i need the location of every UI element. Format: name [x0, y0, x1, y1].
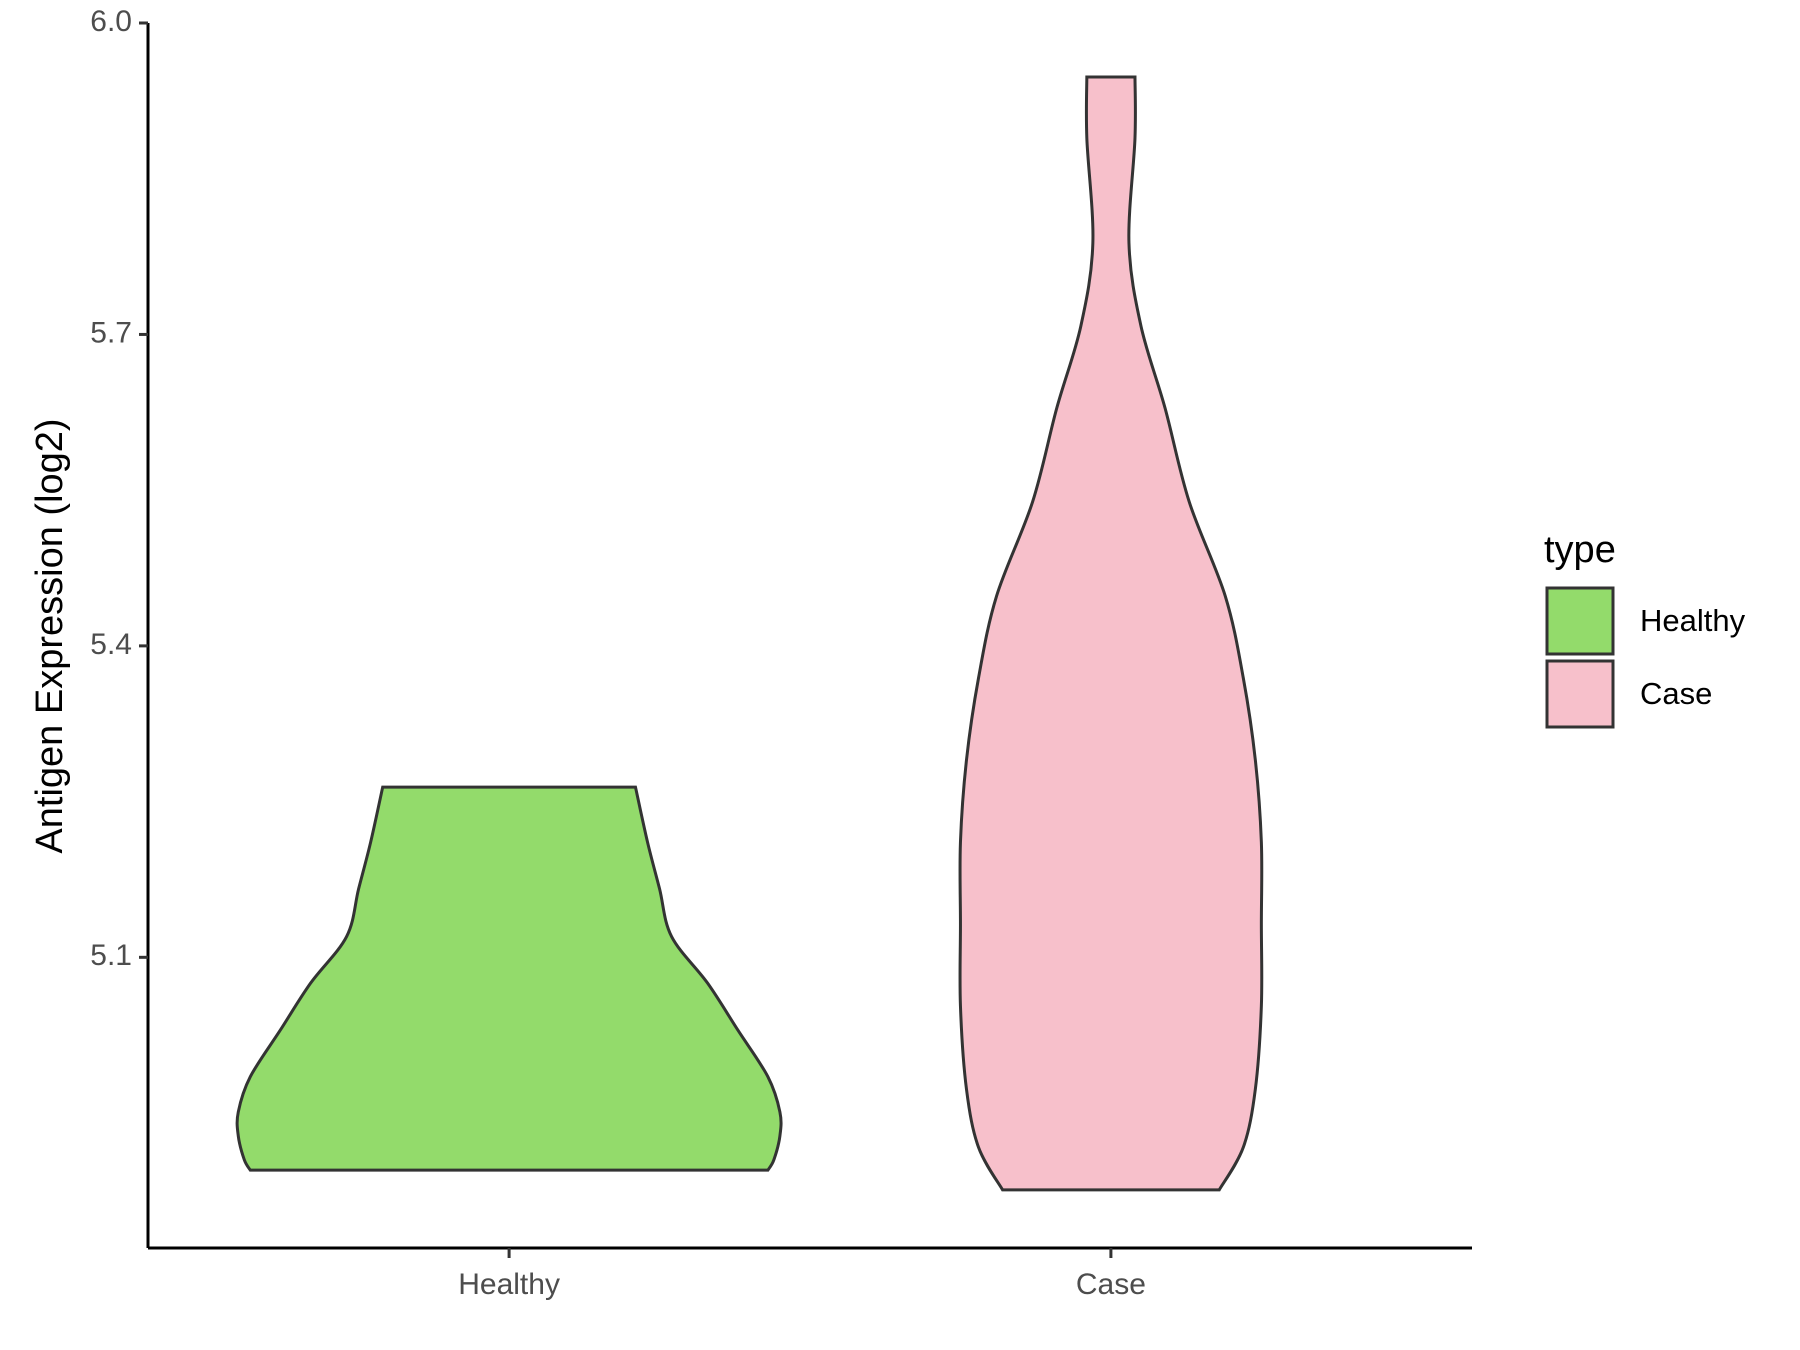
y-tick-label: 5.4 [90, 628, 132, 661]
y-axis-title: Antigen Expression (log2) [29, 418, 71, 853]
y-tick-label: 5.1 [90, 939, 132, 972]
legend-label: Case [1640, 676, 1712, 711]
violin [235, 785, 783, 1172]
legend-label: Healthy [1640, 603, 1746, 638]
x-tick-label: Healthy [458, 1268, 560, 1301]
legend-key [1545, 586, 1615, 656]
legend-key [1545, 659, 1615, 729]
y-tick-label: 5.7 [90, 316, 132, 349]
legend-title: type [1544, 529, 1616, 571]
y-tick-label: 6.0 [90, 5, 132, 38]
violin [958, 75, 1264, 1192]
x-tick-label: Case [1076, 1268, 1146, 1301]
